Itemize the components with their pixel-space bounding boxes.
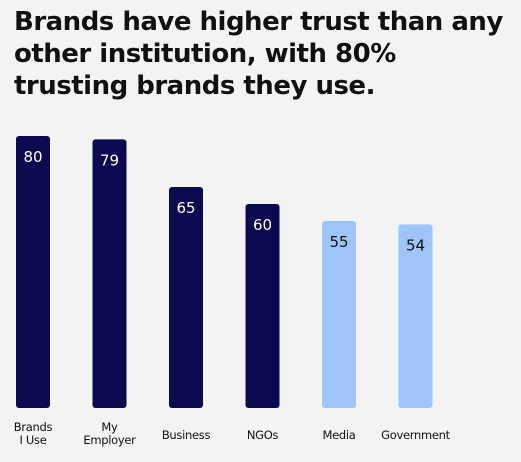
category-label: My [101, 420, 118, 434]
category-label: Employer [83, 433, 136, 447]
category-label: I Use [19, 433, 46, 447]
bar-group: 65 Business [162, 187, 211, 442]
category-label: Government [381, 428, 451, 442]
bar-value-label: 60 [253, 216, 272, 234]
bar-value-label: 79 [100, 151, 119, 169]
category-label: NGOs [247, 428, 279, 442]
bar-group: 55 Media [322, 221, 356, 442]
bar [16, 136, 50, 408]
category-label: Media [322, 428, 355, 442]
bar [169, 187, 203, 408]
bar [322, 221, 356, 408]
bar-group: 60 NGOs [245, 204, 280, 442]
bar [398, 224, 433, 408]
bar-value-label: 55 [329, 233, 348, 251]
category-label: Brands [14, 420, 53, 434]
bar-value-label: 65 [176, 199, 195, 217]
chart-title: Brands have higher trust than any other … [14, 7, 503, 101]
bar [92, 139, 127, 408]
bar-value-label: 54 [406, 236, 425, 254]
bar-value-label: 80 [23, 148, 42, 166]
bar [245, 204, 280, 408]
bar-group: 54 Government [381, 224, 451, 442]
category-label: Business [162, 428, 211, 442]
